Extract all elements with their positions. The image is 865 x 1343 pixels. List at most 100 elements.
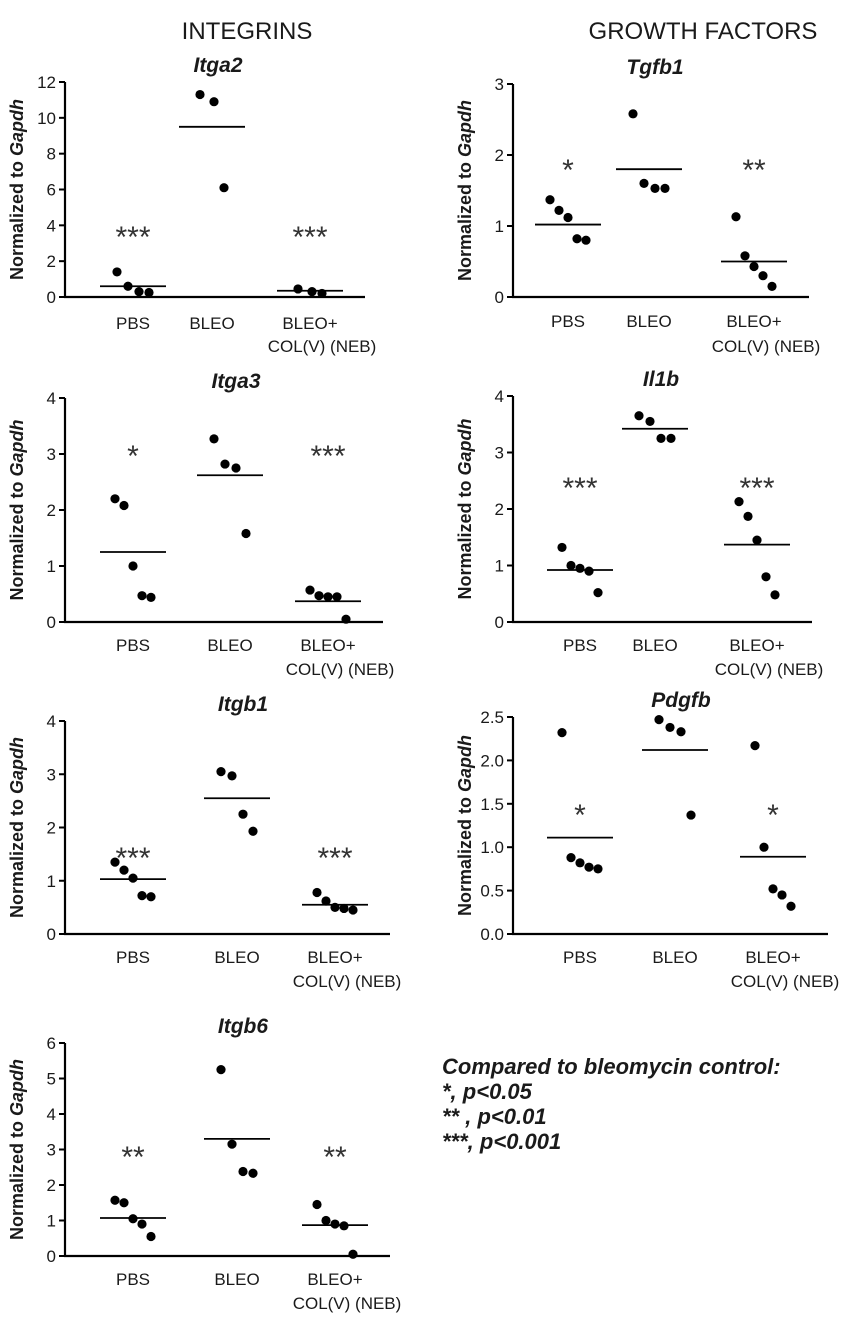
significance-legend-p005: *, p<0.05 [442, 1079, 532, 1104]
data-point [743, 511, 753, 521]
y-tick-label: 1 [47, 872, 56, 891]
y-axis-title: Normalized to Gapdh [7, 1059, 27, 1240]
y-tick-label: 2 [47, 819, 56, 838]
y-tick-label: 5 [47, 1070, 56, 1089]
data-point [639, 178, 649, 188]
data-point [231, 463, 241, 473]
data-point [554, 205, 564, 215]
y-axis-title-prefix: Normalized to [7, 476, 27, 600]
data-point [686, 810, 696, 820]
data-point [750, 741, 760, 751]
significance-stars: *** [115, 221, 150, 254]
significance-legend-p001: ** , p<0.01 [442, 1104, 547, 1129]
data-point [593, 588, 603, 598]
y-axis-title-gene: Gapdh [7, 1059, 27, 1116]
y-tick-label: 10 [37, 109, 56, 128]
y-tick-label: 0.0 [480, 925, 504, 944]
data-point [312, 887, 322, 898]
data-point [321, 1215, 331, 1226]
x-category-label: BLEO [626, 312, 671, 331]
x-category-label: BLEO+ [729, 636, 784, 655]
panel-title: Itgb6 [218, 1015, 268, 1038]
x-category-label-line2: COL(V) (NEB) [268, 337, 377, 356]
x-category-label-line2: COL(V) (NEB) [712, 337, 821, 356]
data-point [656, 433, 666, 443]
y-axis-title: Normalized to Gapdh [455, 418, 475, 599]
data-point [110, 1195, 120, 1205]
y-axis-title-prefix: Normalized to [455, 792, 475, 916]
data-point [134, 287, 144, 297]
y-axis-title-gene: Gapdh [455, 418, 475, 475]
data-point [566, 560, 576, 571]
data-point [293, 284, 303, 294]
data-point [144, 287, 154, 298]
data-point [572, 234, 582, 244]
x-category-label: BLEO [214, 948, 259, 967]
data-point [740, 251, 750, 261]
y-axis-title: Normalized to Gapdh [7, 99, 27, 280]
y-tick-label: 8 [47, 145, 56, 164]
y-tick-label: 4 [47, 712, 56, 731]
y-tick-label: 3 [47, 765, 56, 784]
x-category-label: PBS [116, 314, 150, 333]
significance-stars: * [562, 154, 574, 187]
y-tick-label: 1 [47, 1212, 56, 1231]
y-tick-label: 4 [47, 1105, 56, 1124]
data-point [216, 1065, 226, 1075]
significance-stars: * [127, 440, 139, 473]
data-point [312, 1199, 322, 1210]
data-point [758, 271, 768, 281]
data-point [660, 183, 670, 193]
significance-stars: *** [292, 221, 327, 254]
data-point [584, 862, 594, 872]
data-point [241, 528, 251, 539]
data-point [314, 591, 324, 601]
data-point [321, 896, 331, 906]
data-point [666, 433, 676, 443]
data-point [238, 809, 248, 819]
data-point [209, 97, 219, 107]
y-tick-label: 2 [47, 501, 56, 520]
data-point [128, 873, 138, 883]
y-tick-label: 3 [495, 444, 504, 463]
x-category-label: BLEO+ [307, 948, 362, 967]
y-tick-label: 0 [47, 1247, 56, 1266]
x-category-label: BLEO+ [726, 312, 781, 331]
data-point [238, 1166, 248, 1177]
x-category-label: PBS [551, 312, 585, 331]
y-tick-label: 1.5 [480, 795, 504, 814]
data-point [575, 858, 585, 868]
panel-itgb1: 0 1 2 3 4 Normalized to Gapdh Itgb1 PBS BLEO BLEO… [7, 693, 401, 991]
y-tick-label: 3 [495, 75, 504, 94]
data-point [752, 535, 762, 545]
y-tick-label: 1 [495, 557, 504, 576]
x-category-label: BLEO+ [300, 636, 355, 655]
y-axis-title-gene: Gapdh [455, 100, 475, 157]
y-tick-label: 2 [47, 252, 56, 271]
y-tick-label: 6 [47, 181, 56, 200]
x-category-label: PBS [116, 1270, 150, 1289]
panel-title: Il1b [643, 368, 679, 391]
data-point [761, 572, 771, 582]
data-point [676, 727, 686, 737]
data-point [137, 591, 147, 601]
y-tick-label: 4 [495, 387, 504, 406]
y-axis-title: Normalized to Gapdh [7, 419, 27, 600]
x-category-label: BLEO [214, 1270, 259, 1289]
significance-legend-p0001: ***, p<0.001 [442, 1129, 562, 1154]
data-point [146, 1231, 156, 1242]
data-point [227, 1139, 237, 1149]
data-point [557, 728, 567, 738]
panel-itga3: 0 1 2 3 4 Normalized to Gapdh Itga3 PBS BLEO BLEO… [7, 370, 394, 679]
data-point [348, 905, 358, 915]
data-point [220, 459, 230, 469]
y-tick-label: 1 [495, 217, 504, 236]
data-point [557, 542, 567, 553]
y-tick-label: 0 [47, 288, 56, 307]
y-axis-title: Normalized to Gapdh [455, 100, 475, 281]
data-point [339, 903, 349, 914]
panel-itgb6: 0 1 2 3 4 5 6 Normalized to Gapdh Itgb6 PBS BLEO BL… [7, 1015, 401, 1313]
data-point [665, 722, 675, 733]
data-point [545, 195, 555, 205]
